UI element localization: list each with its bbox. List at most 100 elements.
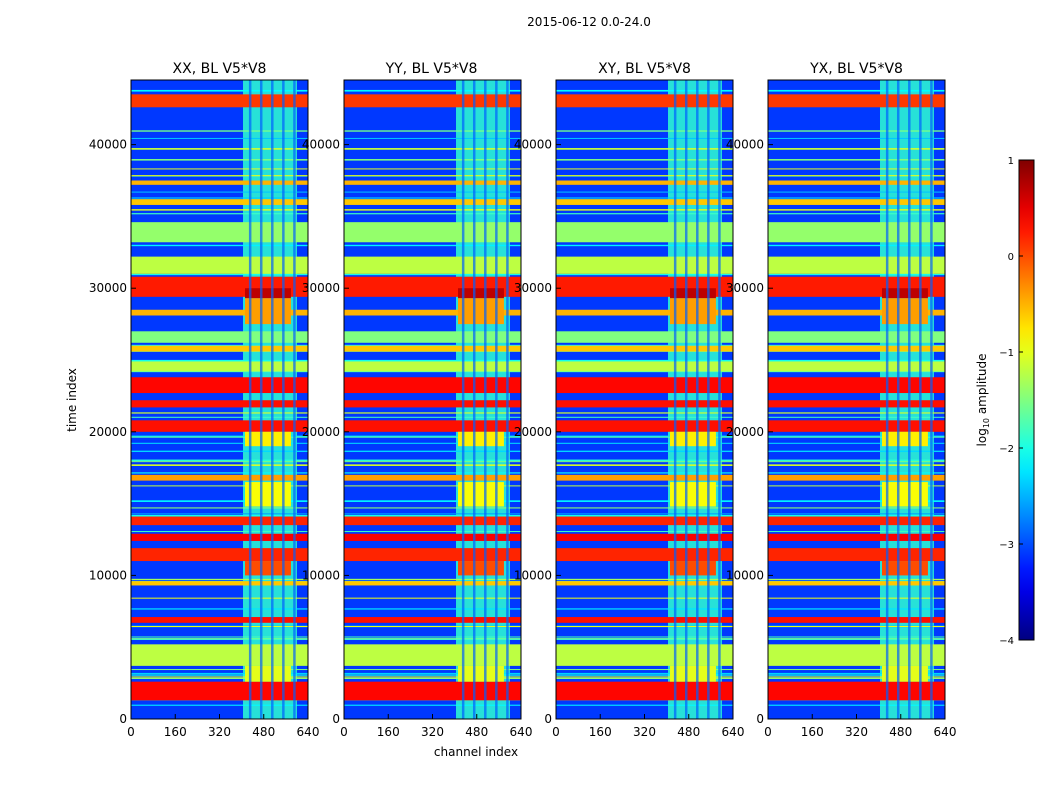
time-band xyxy=(344,309,521,316)
x-tick-label: 160 xyxy=(164,725,187,739)
rfi-column-gap xyxy=(707,80,710,719)
time-streak xyxy=(131,485,308,487)
time-streak xyxy=(131,669,308,671)
panel-xx: XX, BL V5*V8 0 160 320 480 640 0 10000 20000 300… xyxy=(89,61,320,739)
time-band xyxy=(556,420,733,432)
time-streak xyxy=(344,412,521,414)
time-band xyxy=(556,331,733,343)
time-streak xyxy=(768,371,945,373)
time-band xyxy=(131,644,308,666)
y-tick-label: 30000 xyxy=(514,281,552,295)
time-streak xyxy=(344,416,521,418)
x-tick-label: 320 xyxy=(421,725,444,739)
time-streak xyxy=(556,514,733,517)
time-band xyxy=(768,516,945,526)
time-streak xyxy=(768,678,945,680)
time-streak xyxy=(556,704,733,706)
time-band xyxy=(344,222,521,243)
time-band xyxy=(556,345,733,352)
time-streak xyxy=(768,89,945,92)
time-streak xyxy=(131,597,308,599)
rfi-column-gap xyxy=(919,80,922,719)
time-band xyxy=(556,309,733,316)
rfi-block xyxy=(458,431,504,447)
time-band xyxy=(344,420,521,432)
time-streak xyxy=(131,130,308,132)
time-streak xyxy=(344,597,521,599)
time-band xyxy=(768,420,945,432)
time-streak xyxy=(768,464,945,466)
time-band xyxy=(556,617,733,623)
time-streak xyxy=(556,371,733,373)
rfi-block xyxy=(245,431,291,447)
time-streak xyxy=(131,274,308,276)
x-tick-label: 320 xyxy=(208,725,231,739)
time-band xyxy=(344,516,521,526)
time-streak xyxy=(556,435,733,437)
time-band xyxy=(131,516,308,526)
y-tick-label: 0 xyxy=(756,712,764,726)
time-streak xyxy=(556,148,733,150)
y-axis-label: time index xyxy=(65,368,79,432)
time-band xyxy=(556,516,733,526)
time-streak xyxy=(768,130,945,132)
time-streak xyxy=(556,209,733,211)
time-streak xyxy=(556,244,733,247)
time-band xyxy=(768,533,945,541)
time-streak xyxy=(556,678,733,680)
x-tick-label: 640 xyxy=(510,725,533,739)
time-streak xyxy=(768,442,945,444)
time-streak xyxy=(768,461,945,463)
time-streak xyxy=(556,672,733,674)
time-streak xyxy=(344,244,521,247)
time-streak xyxy=(556,412,733,414)
time-streak xyxy=(768,485,945,487)
time-streak xyxy=(131,412,308,414)
time-streak xyxy=(556,507,733,509)
time-streak xyxy=(344,507,521,509)
time-band xyxy=(556,377,733,394)
time-streak xyxy=(768,472,945,474)
time-band xyxy=(131,331,308,343)
time-streak xyxy=(131,507,308,509)
time-band xyxy=(768,180,945,185)
time-streak xyxy=(556,513,733,515)
colorbar-label: log10 amplitude xyxy=(975,354,991,447)
rfi-column-gap xyxy=(472,80,476,719)
x-tick-label: 640 xyxy=(934,725,957,739)
time-streak xyxy=(344,669,521,671)
time-streak xyxy=(344,191,521,193)
time-streak xyxy=(556,130,733,132)
x-tick-label: 160 xyxy=(589,725,612,739)
time-streak xyxy=(556,464,733,466)
time-streak xyxy=(131,514,308,517)
time-streak xyxy=(344,459,521,462)
y-tick-label: 10000 xyxy=(89,568,127,582)
x-tick-label: 320 xyxy=(845,725,868,739)
time-streak xyxy=(344,514,521,517)
time-streak xyxy=(768,704,945,706)
panel-title-yy: YY, BL V5*V8 xyxy=(385,61,478,77)
time-streak xyxy=(131,472,308,474)
time-streak xyxy=(344,209,521,211)
time-band xyxy=(768,256,945,274)
time-streak xyxy=(344,704,521,706)
y-tick-label: 30000 xyxy=(726,281,764,295)
time-band xyxy=(131,548,308,562)
time-streak xyxy=(344,213,521,215)
time-band xyxy=(768,94,945,108)
time-band xyxy=(556,361,733,372)
time-band xyxy=(768,331,945,343)
time-streak xyxy=(344,89,521,92)
time-streak xyxy=(768,674,945,676)
time-streak xyxy=(768,148,945,150)
rfi-block xyxy=(458,561,504,576)
time-streak xyxy=(556,191,733,193)
time-streak xyxy=(344,442,521,444)
y-tick-label: 10000 xyxy=(726,568,764,582)
time-band xyxy=(768,309,945,316)
time-streak xyxy=(768,459,945,462)
time-streak xyxy=(344,344,521,347)
x-tick-label: 0 xyxy=(552,725,560,739)
